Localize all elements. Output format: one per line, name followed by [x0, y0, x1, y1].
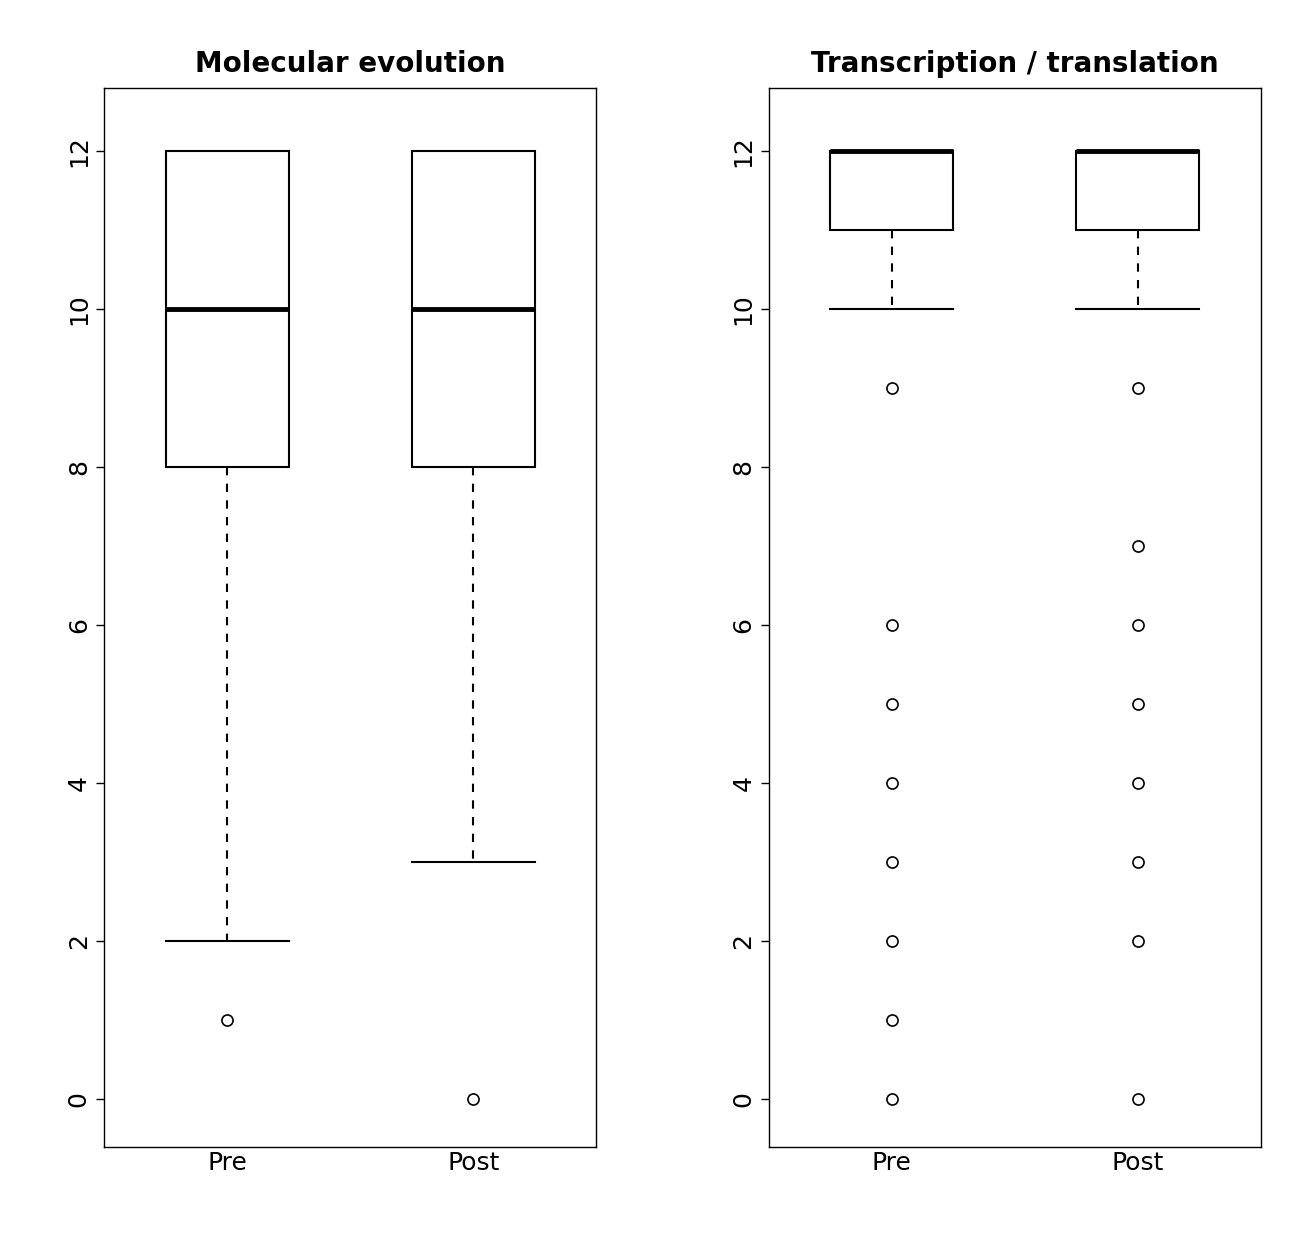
Bar	[831, 151, 953, 231]
Bar	[165, 151, 289, 467]
Title: Molecular evolution: Molecular evolution	[195, 49, 506, 78]
Bar	[412, 151, 534, 467]
Title: Transcription / translation: Transcription / translation	[811, 49, 1218, 78]
Bar	[1076, 151, 1200, 231]
